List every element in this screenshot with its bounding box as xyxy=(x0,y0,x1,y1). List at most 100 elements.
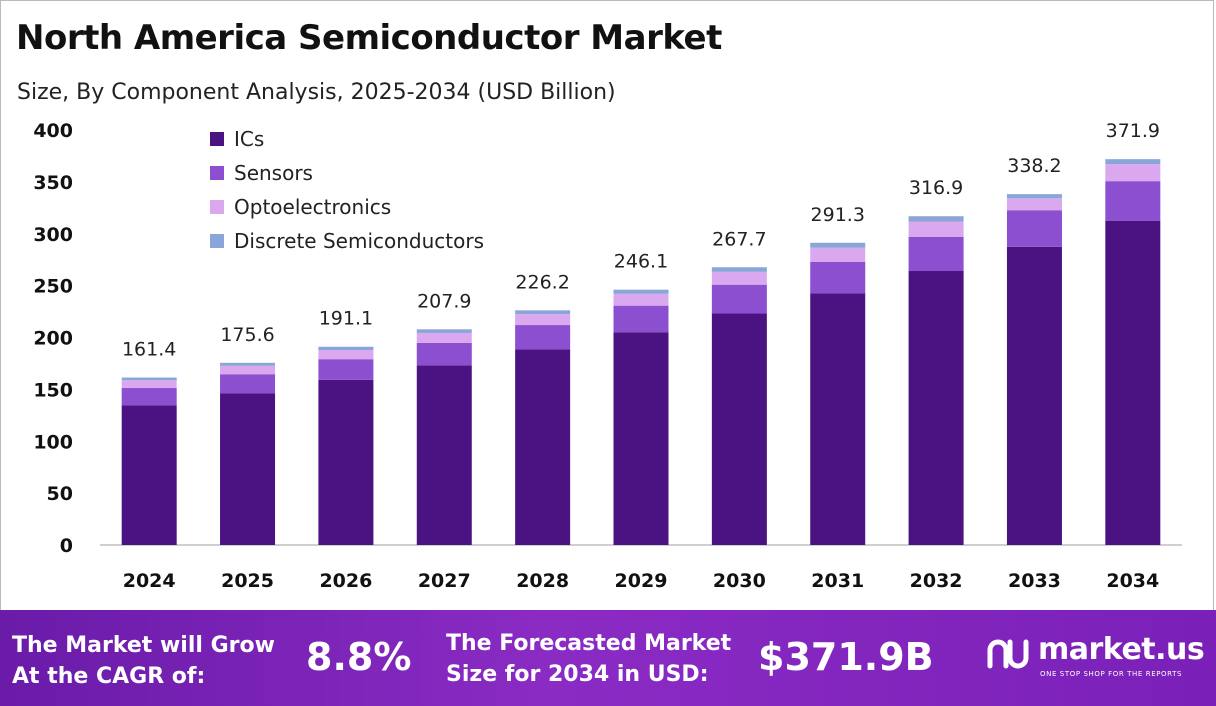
bar-total-label: 226.2 xyxy=(515,271,569,293)
bar-segment-sensors xyxy=(810,261,866,294)
bar-total-label: 291.3 xyxy=(811,204,865,226)
legend-swatch-sensors xyxy=(210,166,224,180)
legend-swatch-optoelectronics xyxy=(210,200,224,214)
forecast-label-line2: Size for 2034 in USD: xyxy=(446,662,709,687)
cagr-label: The Market will Grow At the CAGR of: xyxy=(12,630,275,692)
bar-segment-sensors xyxy=(1105,181,1161,221)
bar-segment-discrete-semiconductors xyxy=(515,310,571,315)
x-tick-label: 2029 xyxy=(615,570,668,592)
bar-segment-ics xyxy=(1006,246,1062,545)
legend-label-sensors: Sensors xyxy=(234,161,313,185)
legend-item-ics: ICs xyxy=(210,122,484,156)
bar-segment-optoelectronics xyxy=(810,247,866,262)
legend: ICs Sensors Optoelectronics Discrete Sem… xyxy=(210,122,484,258)
bar-segment-discrete-semiconductors xyxy=(220,362,276,366)
bar-segment-optoelectronics xyxy=(515,314,571,326)
bar-segment-sensors xyxy=(318,359,374,380)
bar-segment-sensors xyxy=(220,374,276,394)
bar-segment-optoelectronics xyxy=(908,221,964,237)
market-us-logo[interactable]: market.us ONE STOP SHOP FOR THE REPORTS xyxy=(986,632,1206,692)
bar-total-label: 246.1 xyxy=(614,251,668,273)
bar-segment-discrete-semiconductors xyxy=(908,216,964,222)
x-tick-label: 2030 xyxy=(713,570,766,592)
y-tick-label: 200 xyxy=(33,328,73,350)
bar-total-label: 316.9 xyxy=(909,177,963,199)
bar-total-label: 267.7 xyxy=(712,228,766,250)
bar-segment-ics xyxy=(515,349,571,545)
x-tick-label: 2034 xyxy=(1106,570,1159,592)
forecast-label: The Forecasted Market Size for 2034 in U… xyxy=(446,628,731,690)
cagr-label-line2: At the CAGR of: xyxy=(12,664,206,689)
x-tick-label: 2032 xyxy=(910,570,963,592)
bar-total-label: 191.1 xyxy=(319,308,373,330)
footer-banner: The Market will Grow At the CAGR of: 8.8… xyxy=(0,610,1216,706)
y-tick-label: 250 xyxy=(33,276,73,298)
bar-segment-sensors xyxy=(416,342,472,366)
forecast-label-line1: The Forecasted Market xyxy=(446,631,732,656)
bar-segment-optoelectronics xyxy=(613,293,669,306)
bar-segment-discrete-semiconductors xyxy=(318,346,374,351)
bar-segment-ics xyxy=(908,270,964,545)
x-tick-label: 2031 xyxy=(811,570,864,592)
bar-segment-discrete-semiconductors xyxy=(810,242,866,248)
y-tick-label: 400 xyxy=(33,120,73,142)
bar-segment-ics xyxy=(318,379,374,545)
x-tick-label: 2027 xyxy=(418,570,471,592)
bar-segment-discrete-semiconductors xyxy=(613,289,669,294)
legend-item-sensors: Sensors xyxy=(210,156,484,190)
y-tick-label: 300 xyxy=(33,224,73,246)
y-tick-label: 0 xyxy=(60,535,73,557)
bar-segment-discrete-semiconductors xyxy=(121,377,177,381)
bar-segment-ics xyxy=(810,293,866,545)
cagr-label-line1: The Market will Grow xyxy=(12,633,275,658)
bar-segment-sensors xyxy=(515,325,571,350)
y-tick-label: 100 xyxy=(33,431,73,453)
bar-segment-optoelectronics xyxy=(416,332,472,343)
bar-segment-ics xyxy=(220,393,276,545)
bar-segment-sensors xyxy=(613,305,669,333)
bar-segment-sensors xyxy=(711,284,767,314)
x-tick-label: 2028 xyxy=(516,570,569,592)
bar-segment-ics xyxy=(613,332,669,545)
logo-tagline: ONE STOP SHOP FOR THE REPORTS xyxy=(1040,670,1183,678)
x-tick-label: 2033 xyxy=(1008,570,1061,592)
bar-segment-ics xyxy=(711,313,767,545)
bar-segment-ics xyxy=(1105,220,1161,546)
market-us-logo-icon xyxy=(987,639,1029,669)
bar-segment-sensors xyxy=(908,236,964,271)
x-tick-label: 2024 xyxy=(123,570,176,592)
bar-total-label: 175.6 xyxy=(220,324,274,346)
x-tick-label: 2025 xyxy=(221,570,274,592)
bar-segment-discrete-semiconductors xyxy=(711,267,767,272)
bar-segment-sensors xyxy=(1006,210,1062,247)
bar-segment-optoelectronics xyxy=(318,350,374,360)
bar-segment-optoelectronics xyxy=(220,365,276,375)
legend-label-optoelectronics: Optoelectronics xyxy=(234,195,392,219)
bar-total-label: 207.9 xyxy=(417,290,471,312)
x-tick-label: 2026 xyxy=(319,570,372,592)
legend-item-optoelectronics: Optoelectronics xyxy=(210,190,484,224)
bar-segment-sensors xyxy=(121,388,177,406)
bar-segment-optoelectronics xyxy=(711,271,767,285)
legend-swatch-ics xyxy=(210,132,224,146)
logo-text: market.us xyxy=(1038,632,1205,667)
cagr-value: 8.8% xyxy=(306,635,412,679)
chart-title: North America Semiconductor Market xyxy=(16,18,722,58)
y-tick-label: 350 xyxy=(33,172,73,194)
bar-segment-optoelectronics xyxy=(1006,198,1062,211)
bar-segment-optoelectronics xyxy=(1105,164,1161,182)
bar-segment-discrete-semiconductors xyxy=(1006,194,1062,199)
legend-swatch-discrete-semiconductors xyxy=(210,234,224,248)
bar-segment-optoelectronics xyxy=(121,380,177,389)
y-tick-label: 150 xyxy=(33,379,73,401)
bar-total-label: 371.9 xyxy=(1106,120,1160,142)
bar-total-label: 161.4 xyxy=(122,339,176,361)
forecast-value: $371.9B xyxy=(758,635,934,679)
bar-segment-ics xyxy=(121,405,177,545)
chart-subtitle: Size, By Component Analysis, 2025-2034 (… xyxy=(17,80,616,105)
bar-chart: 0 50 100 150 200 250 300 350 400 161.4 2024 175.6 20… xyxy=(33,120,1182,592)
bar-total-label: 338.2 xyxy=(1007,155,1061,177)
legend-label-discrete-semiconductors: Discrete Semiconductors xyxy=(234,229,484,253)
legend-label-ics: ICs xyxy=(234,127,265,151)
legend-item-discrete-semiconductors: Discrete Semiconductors xyxy=(210,224,484,258)
